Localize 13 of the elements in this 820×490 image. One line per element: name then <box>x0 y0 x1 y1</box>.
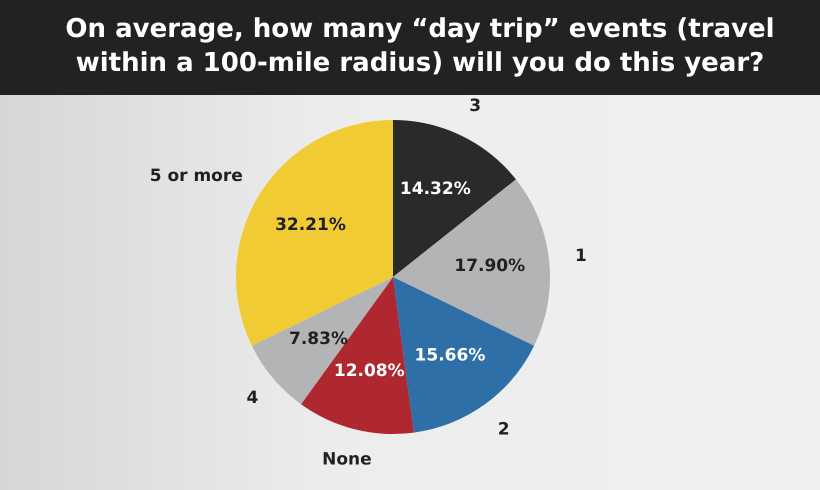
slice-label: 5 or more <box>150 166 243 186</box>
data-label: 32.21% <box>275 214 346 235</box>
slice-label: 3 <box>469 96 482 116</box>
slice-label: 1 <box>574 246 587 266</box>
data-label: 14.32% <box>400 178 471 199</box>
slice-label: 4 <box>246 388 258 408</box>
data-label: 7.83% <box>288 329 348 350</box>
slice-label: 2 <box>498 420 510 440</box>
chart-title: On average, how many “day trip” events (travel within a 100-mile radius) will you do this year? <box>0 0 820 95</box>
data-label: 12.08% <box>334 360 405 381</box>
slice-label: None <box>322 450 372 470</box>
data-label: 17.90% <box>454 256 526 276</box>
data-label: 15.66% <box>414 345 486 366</box>
